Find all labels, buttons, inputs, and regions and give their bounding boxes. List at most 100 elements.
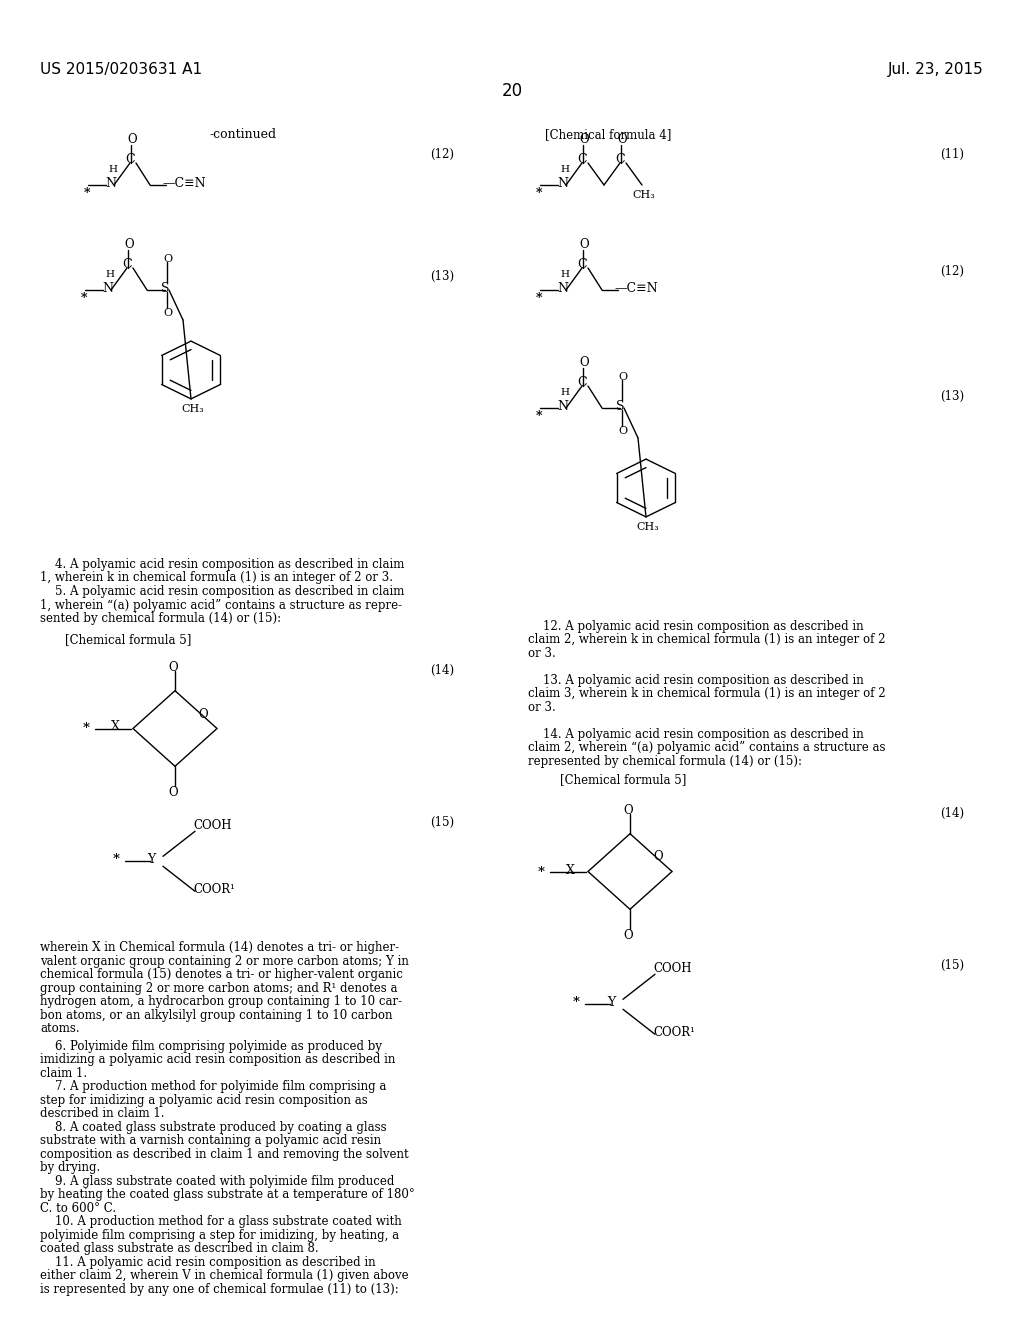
Text: —C≡N: —C≡N	[614, 282, 657, 294]
Text: C: C	[577, 153, 587, 166]
Text: 4. A polyamic acid resin composition as described in claim: 4. A polyamic acid resin composition as …	[40, 558, 404, 572]
Text: N: N	[557, 400, 568, 413]
Text: *: *	[81, 292, 87, 305]
Text: *: *	[538, 866, 545, 879]
Text: O: O	[623, 804, 633, 817]
Text: *: *	[113, 853, 120, 866]
Text: 1, wherein “(a) polyamic acid” contains a structure as repre-: 1, wherein “(a) polyamic acid” contains …	[40, 598, 402, 611]
Text: *: *	[536, 292, 543, 305]
Text: 11. A polyamic acid resin composition as described in: 11. A polyamic acid resin composition as…	[40, 1255, 376, 1269]
Text: 1, wherein k in chemical formula (1) is an integer of 2 or 3.: 1, wherein k in chemical formula (1) is …	[40, 572, 393, 585]
Text: 12. A polyamic acid resin composition as described in: 12. A polyamic acid resin composition as…	[528, 620, 863, 634]
Text: 7. A production method for polyimide film comprising a: 7. A production method for polyimide fil…	[40, 1080, 386, 1093]
Text: 20: 20	[502, 82, 522, 100]
Text: *: *	[83, 722, 90, 735]
Text: CH₃: CH₃	[632, 190, 654, 201]
Text: claim 3, wherein k in chemical formula (1) is an integer of 2: claim 3, wherein k in chemical formula (…	[528, 688, 886, 701]
Text: step for imidizing a polyamic acid resin composition as: step for imidizing a polyamic acid resin…	[40, 1094, 368, 1106]
Text: O: O	[168, 787, 177, 800]
Text: COOH: COOH	[193, 820, 231, 833]
Text: H: H	[108, 165, 117, 174]
Text: claim 1.: claim 1.	[40, 1067, 87, 1080]
Text: X: X	[111, 721, 120, 734]
Text: *: *	[84, 187, 90, 201]
Text: hydrogen atom, a hydrocarbon group containing 1 to 10 car-: hydrogen atom, a hydrocarbon group conta…	[40, 995, 402, 1008]
Text: either claim 2, wherein V in chemical formula (1) given above: either claim 2, wherein V in chemical fo…	[40, 1270, 409, 1282]
Text: O: O	[124, 238, 133, 251]
Text: [Chemical formula 5]: [Chemical formula 5]	[560, 774, 686, 787]
Text: *: *	[536, 187, 543, 201]
Text: C. to 600° C.: C. to 600° C.	[40, 1201, 116, 1214]
Text: *: *	[536, 411, 543, 422]
Text: 8. A coated glass substrate produced by coating a glass: 8. A coated glass substrate produced by …	[40, 1121, 387, 1134]
Text: (15): (15)	[940, 960, 965, 973]
Text: (14): (14)	[940, 807, 965, 820]
Text: C: C	[577, 376, 587, 389]
Text: COOR¹: COOR¹	[653, 1027, 695, 1039]
Text: composition as described in claim 1 and removing the solvent: composition as described in claim 1 and …	[40, 1148, 409, 1160]
Text: C: C	[577, 257, 587, 271]
Text: by drying.: by drying.	[40, 1162, 100, 1175]
Text: [Chemical formula 4]: [Chemical formula 4]	[545, 128, 672, 141]
Text: 13. A polyamic acid resin composition as described in: 13. A polyamic acid resin composition as…	[528, 675, 864, 686]
Text: O: O	[579, 356, 589, 370]
Text: C: C	[122, 257, 132, 271]
Text: X: X	[566, 863, 574, 876]
Text: O: O	[127, 133, 136, 147]
Text: group containing 2 or more carbon atoms; and R¹ denotes a: group containing 2 or more carbon atoms;…	[40, 982, 397, 995]
Text: atoms.: atoms.	[40, 1022, 80, 1035]
Text: or 3.: or 3.	[528, 701, 556, 714]
Text: claim 2, wherein k in chemical formula (1) is an integer of 2: claim 2, wherein k in chemical formula (…	[528, 634, 886, 647]
Text: CH₃: CH₃	[636, 521, 658, 532]
Text: (11): (11)	[940, 148, 964, 161]
Text: CH₃: CH₃	[181, 404, 204, 414]
Text: 10. A production method for a glass substrate coated with: 10. A production method for a glass subs…	[40, 1216, 401, 1229]
Text: 9. A glass substrate coated with polyimide film produced: 9. A glass substrate coated with polyimi…	[40, 1175, 394, 1188]
Text: 5. A polyamic acid resin composition as described in claim: 5. A polyamic acid resin composition as …	[40, 585, 404, 598]
Text: S: S	[161, 282, 170, 294]
Text: Y: Y	[147, 853, 156, 866]
Text: O: O	[623, 929, 633, 942]
Text: [Chemical formula 5]: [Chemical formula 5]	[65, 634, 191, 647]
Text: wherein X in Chemical formula (14) denotes a tri- or higher-: wherein X in Chemical formula (14) denot…	[40, 941, 399, 954]
Text: COOR¹: COOR¹	[193, 883, 234, 896]
Text: is represented by any one of chemical formulae (11) to (13):: is represented by any one of chemical fo…	[40, 1283, 398, 1296]
Text: 6. Polyimide film comprising polyimide as produced by: 6. Polyimide film comprising polyimide a…	[40, 1040, 382, 1053]
Text: O: O	[163, 308, 172, 318]
Text: or 3.: or 3.	[528, 647, 556, 660]
Text: (15): (15)	[430, 816, 454, 829]
Text: represented by chemical formula (14) or (15):: represented by chemical formula (14) or …	[528, 755, 802, 768]
Text: N: N	[102, 282, 113, 294]
Text: N: N	[557, 282, 568, 294]
Text: substrate with a varnish containing a polyamic acid resin: substrate with a varnish containing a po…	[40, 1134, 381, 1147]
Text: by heating the coated glass substrate at a temperature of 180°: by heating the coated glass substrate at…	[40, 1188, 415, 1201]
Text: *: *	[573, 997, 580, 1010]
Text: COOH: COOH	[653, 962, 691, 975]
Text: H: H	[560, 165, 569, 174]
Text: O: O	[617, 133, 627, 147]
Text: O: O	[198, 708, 208, 721]
Text: (14): (14)	[430, 664, 454, 676]
Text: C: C	[615, 153, 625, 166]
Text: -continued: -continued	[210, 128, 278, 141]
Text: O: O	[618, 426, 627, 436]
Text: O: O	[163, 253, 172, 264]
Text: (13): (13)	[940, 389, 965, 403]
Text: (12): (12)	[940, 265, 964, 279]
Text: O: O	[168, 661, 177, 673]
Text: described in claim 1.: described in claim 1.	[40, 1107, 165, 1121]
Text: O: O	[579, 238, 589, 251]
Text: US 2015/0203631 A1: US 2015/0203631 A1	[40, 62, 202, 77]
Text: Y: Y	[607, 997, 615, 1010]
Text: O: O	[579, 133, 589, 147]
Text: H: H	[105, 271, 114, 279]
Text: claim 2, wherein “(a) polyamic acid” contains a structure as: claim 2, wherein “(a) polyamic acid” con…	[528, 742, 886, 755]
Text: H: H	[560, 271, 569, 279]
Text: O: O	[618, 372, 627, 381]
Text: bon atoms, or an alkylsilyl group containing 1 to 10 carbon: bon atoms, or an alkylsilyl group contai…	[40, 1008, 392, 1022]
Text: N: N	[557, 177, 568, 190]
Text: (12): (12)	[430, 148, 454, 161]
Text: coated glass substrate as described in claim 8.: coated glass substrate as described in c…	[40, 1242, 318, 1255]
Text: (13): (13)	[430, 271, 454, 282]
Text: sented by chemical formula (14) or (15):: sented by chemical formula (14) or (15):	[40, 612, 282, 624]
